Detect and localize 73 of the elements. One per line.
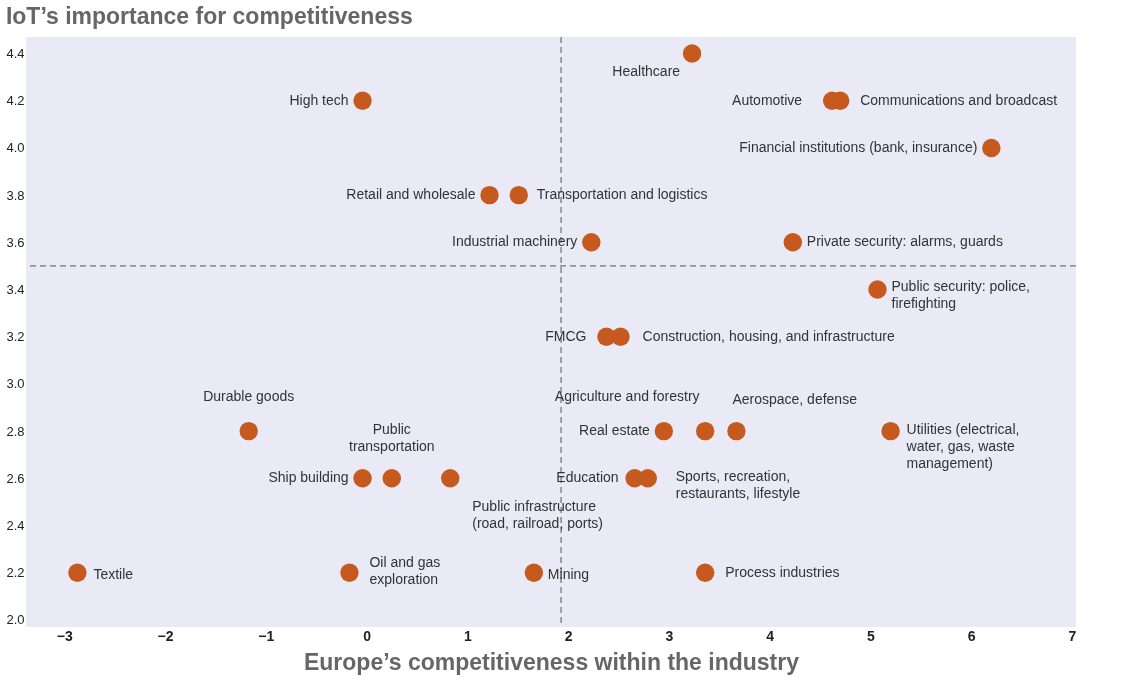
data-label: Retail and wholesale: [346, 186, 476, 203]
x-tick-label: 1: [463, 627, 472, 644]
data-label: Communications and broadcast: [860, 91, 1058, 108]
point: [382, 469, 402, 488]
point: [727, 421, 746, 441]
data-label: Financial institutions (bank, insurance): [739, 138, 978, 155]
y-tick-label: 2.4: [6, 518, 25, 534]
data-label: Ship building: [268, 469, 349, 486]
data-label: Durable goods: [203, 388, 295, 405]
y-tick-label: 3.4: [6, 282, 25, 298]
data-label: Education: [556, 469, 619, 486]
x-tick-label: 2: [564, 627, 573, 644]
point: [868, 280, 887, 299]
x-tick-label: 7: [1068, 627, 1077, 644]
data-label: Industrial machinery: [452, 233, 578, 250]
point: [695, 563, 715, 582]
data-label: Process industries: [725, 563, 840, 580]
data-label: Utilities (electrical, water, gas, waste management): [905, 421, 1020, 472]
point: [239, 421, 258, 441]
y-tick-label: 2.0: [6, 612, 25, 628]
data-label: Agriculture and forestry: [554, 388, 700, 405]
x-tick-label: −3: [56, 627, 73, 644]
data-label: Textile: [93, 565, 134, 582]
y-tick-label: 2.2: [6, 565, 25, 581]
y-tick-label: 2.6: [6, 470, 25, 486]
x-tick-label: 4: [766, 627, 775, 644]
data-label: Public transportation: [348, 421, 435, 455]
data-label: Automotive: [732, 91, 803, 108]
data-label: Real estate: [579, 422, 651, 439]
data-label: Aerospace, defense: [732, 391, 858, 408]
point: [441, 469, 460, 488]
point: [353, 469, 372, 488]
point: [480, 185, 499, 205]
data-label: Oil and gas exploration: [369, 553, 441, 587]
point: [524, 563, 544, 582]
data-label: High tech: [289, 91, 349, 108]
data-label: Sports, recreation, restaurants, lifestyle: [675, 468, 801, 502]
y-tick-label: 3.2: [6, 329, 25, 345]
y-tick-label: 3.0: [6, 376, 25, 392]
point: [695, 421, 715, 441]
data-label: Private security: alarms, guards: [806, 233, 1003, 250]
data-label: Mining: [547, 565, 590, 582]
y-tick-label: 2.8: [6, 423, 25, 439]
y-tick-label: 3.8: [6, 187, 25, 203]
y-tick-label: 4.0: [6, 140, 25, 156]
x-axis-title: Europe’s competitiveness within the industry: [303, 648, 800, 675]
chart-title: IoT’s importance for competitiveness: [5, 2, 413, 29]
y-tick-label: 3.6: [6, 234, 25, 250]
x-tick-label: −1: [258, 627, 275, 644]
x-tick-label: 5: [867, 627, 876, 644]
data-label: Public security: police, firefighting: [891, 277, 1030, 311]
data-label: Transportation and logistics: [536, 186, 708, 203]
point: [340, 563, 359, 582]
point: [353, 91, 372, 110]
point: [654, 421, 674, 441]
y-tick-label: 4.4: [6, 46, 25, 62]
point: [982, 138, 1001, 158]
point: [611, 327, 630, 346]
point: [509, 185, 528, 205]
data-label: Construction, housing, and infrastructure: [642, 327, 895, 344]
point: [68, 563, 87, 582]
x-tick-label: −2: [157, 627, 174, 644]
data-label: Public infrastructure (road, railroad, ports): [472, 498, 603, 532]
point: [783, 233, 803, 252]
point: [582, 233, 601, 252]
point: [881, 421, 900, 441]
data-label: Healthcare: [612, 62, 681, 79]
x-tick-label: 6: [967, 627, 976, 644]
x-tick-label: 0: [363, 627, 372, 644]
x-tick-label: 3: [665, 627, 674, 644]
y-tick-label: 4.2: [6, 93, 25, 109]
point: [682, 44, 702, 63]
data-label: FMCG: [545, 327, 587, 344]
